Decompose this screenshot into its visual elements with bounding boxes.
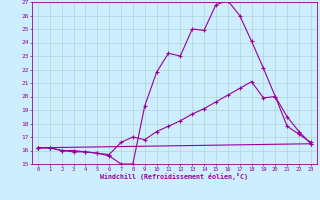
X-axis label: Windchill (Refroidissement éolien,°C): Windchill (Refroidissement éolien,°C) (100, 173, 248, 180)
